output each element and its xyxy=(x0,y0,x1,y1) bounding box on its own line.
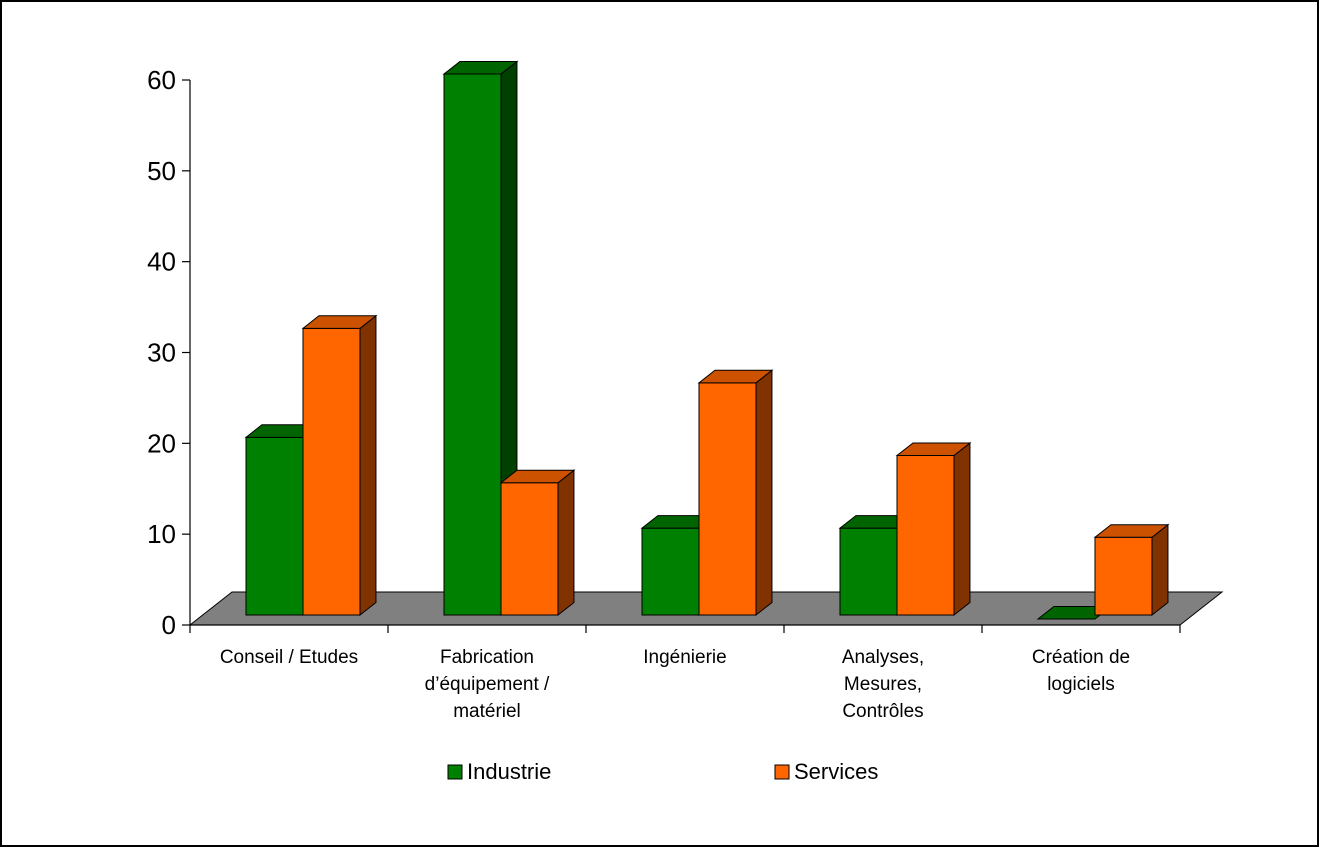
y-tick-label: 30 xyxy=(147,338,176,368)
bar-services xyxy=(1093,523,1170,617)
x-category-label: Ingénierie xyxy=(643,647,726,668)
bar-front xyxy=(500,482,559,616)
bar-front xyxy=(302,327,361,616)
x-category-label: Conseil / Etudes xyxy=(220,647,358,668)
bar-front xyxy=(245,436,304,616)
bar-top xyxy=(301,315,378,329)
x-category-label: Mesures, xyxy=(844,674,922,695)
legend-swatch-industrie xyxy=(447,764,463,780)
x-category-label: d’équipement / xyxy=(425,674,550,695)
bar-side xyxy=(953,441,971,617)
bar-services xyxy=(301,314,378,617)
bar-side xyxy=(1151,523,1169,617)
bar-services xyxy=(697,369,774,617)
bar-front xyxy=(1094,536,1153,616)
bar-industrie xyxy=(442,60,519,617)
bar-top xyxy=(697,369,774,384)
bar-top xyxy=(895,442,972,456)
legend-label-industrie: Industrie xyxy=(467,759,551,784)
y-tick-label: 0 xyxy=(162,610,176,640)
bar-top xyxy=(499,469,576,484)
x-category-label: Création de xyxy=(1032,647,1130,668)
x-category-label: matériel xyxy=(453,701,521,722)
y-tick-label: 50 xyxy=(147,156,176,186)
bar-services xyxy=(895,441,972,617)
y-tick-label: 20 xyxy=(147,428,176,458)
bar-front xyxy=(896,455,955,616)
bar-side xyxy=(557,469,575,617)
bar-top xyxy=(1093,524,1170,538)
legend-label-services: Services xyxy=(794,759,878,784)
x-category-label: Analyses, xyxy=(842,647,924,668)
bar-top xyxy=(442,60,519,75)
x-category-label: Fabrication xyxy=(440,647,534,668)
x-category-label: logiciels xyxy=(1047,674,1115,695)
bar-side xyxy=(755,369,773,617)
bar-front xyxy=(839,527,898,616)
bar-front xyxy=(443,73,502,616)
bar-side xyxy=(359,314,377,617)
legend-swatch-services xyxy=(774,764,790,780)
y-tick-label: 40 xyxy=(147,247,176,277)
y-tick-label: 10 xyxy=(147,519,176,549)
bar-front xyxy=(698,382,757,616)
bar-front xyxy=(641,527,700,616)
bar-services xyxy=(499,469,576,617)
x-category-label: Contrôles xyxy=(842,701,923,722)
y-tick-label: 60 xyxy=(147,65,176,95)
